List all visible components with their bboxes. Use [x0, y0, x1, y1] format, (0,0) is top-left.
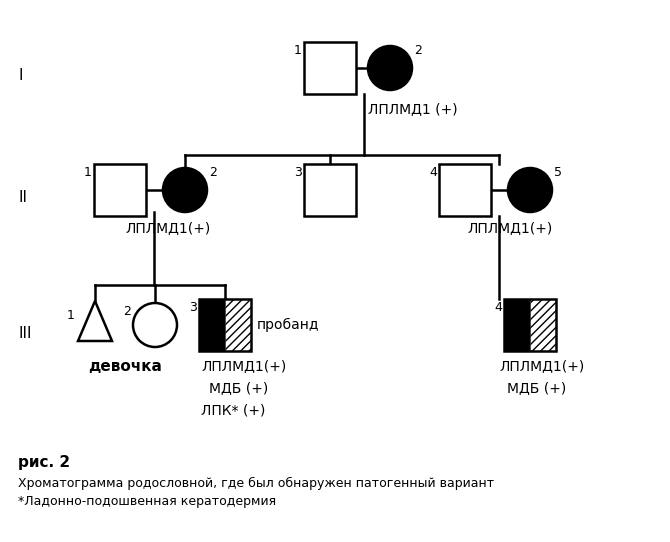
- Text: 5: 5: [554, 166, 562, 179]
- Text: 4: 4: [429, 166, 437, 179]
- Circle shape: [133, 303, 177, 347]
- Text: ЛПК* (+): ЛПК* (+): [201, 403, 265, 417]
- Text: II: II: [18, 190, 27, 205]
- Text: 3: 3: [189, 301, 197, 314]
- Circle shape: [368, 46, 412, 90]
- Text: 2: 2: [123, 305, 131, 318]
- Text: пробанд: пробанд: [257, 318, 320, 332]
- Text: 3: 3: [294, 166, 302, 179]
- Text: 1: 1: [67, 309, 75, 322]
- Bar: [530, 299, 556, 351]
- Bar: [94, 164, 146, 216]
- Text: 1: 1: [84, 166, 92, 179]
- Bar: [439, 164, 491, 216]
- Text: *Ладонно-подошвенная кератодермия: *Ладонно-подошвенная кератодермия: [18, 495, 276, 508]
- Text: ЛПЛМД1(+): ЛПЛМД1(+): [499, 359, 584, 373]
- Text: 1: 1: [294, 44, 302, 57]
- Circle shape: [163, 168, 207, 212]
- Bar: [530, 299, 556, 351]
- Bar: [199, 299, 225, 351]
- Polygon shape: [78, 301, 112, 341]
- Text: рис. 2: рис. 2: [18, 455, 70, 470]
- Bar: [304, 164, 356, 216]
- Bar: [199, 299, 251, 351]
- Text: МДБ (+): МДБ (+): [507, 381, 566, 395]
- Text: 2: 2: [209, 166, 217, 179]
- Text: III: III: [18, 326, 31, 340]
- Text: 2: 2: [414, 44, 422, 57]
- Text: I: I: [18, 68, 23, 83]
- Text: Хроматограмма родословной, где был обнаружен патогенный вариант: Хроматограмма родословной, где был обнар…: [18, 477, 494, 490]
- Bar: [304, 42, 356, 94]
- Bar: [504, 299, 556, 351]
- Bar: [504, 299, 530, 351]
- Text: ЛПЛМД1(+): ЛПЛМД1(+): [467, 221, 552, 235]
- Circle shape: [508, 168, 552, 212]
- Text: МДБ (+): МДБ (+): [209, 381, 268, 395]
- Text: 4: 4: [494, 301, 502, 314]
- Text: ЛПЛМД1(+): ЛПЛМД1(+): [125, 221, 210, 235]
- Bar: [225, 299, 251, 351]
- Bar: [225, 299, 251, 351]
- Text: ЛПЛМД1(+): ЛПЛМД1(+): [201, 359, 286, 373]
- Text: ЛПЛМД1 (+): ЛПЛМД1 (+): [368, 102, 458, 116]
- Text: девочка: девочка: [88, 359, 162, 374]
